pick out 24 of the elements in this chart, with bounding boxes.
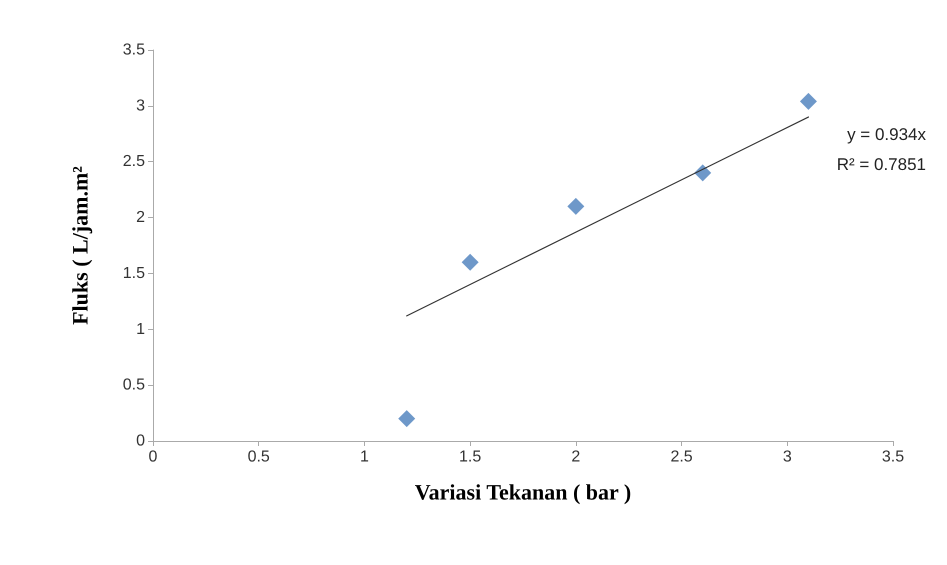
y-tick-label: 3.5 bbox=[122, 42, 146, 58]
x-tick-label: 3.5 bbox=[882, 448, 904, 466]
y-tick-label: 1 bbox=[136, 320, 146, 338]
point bbox=[398, 410, 416, 428]
annotation: y = 0.934x bbox=[847, 125, 926, 144]
x-tick-label: 0.5 bbox=[248, 448, 270, 466]
x-tick-label: 3 bbox=[782, 448, 792, 466]
point bbox=[800, 92, 817, 110]
point bbox=[567, 198, 584, 215]
y-tick-label: 2.5 bbox=[122, 153, 146, 170]
x-tick-label: 0 bbox=[148, 448, 158, 466]
x-axis-title: Variasi Tekanan ( bar ) bbox=[414, 480, 632, 504]
x-tick-label: 2.5 bbox=[670, 448, 693, 466]
y-tick-label: 2 bbox=[136, 209, 146, 226]
point bbox=[462, 254, 479, 271]
y-tick-label: 3 bbox=[136, 97, 146, 114]
x-tick-label: 2 bbox=[571, 448, 580, 466]
x-tick-label: 1.5 bbox=[459, 448, 482, 466]
y-axis-title: Fluks ( L/jam.m² bbox=[68, 166, 92, 325]
x-tick-label: 1 bbox=[360, 448, 369, 466]
annotation: R² = 0.7851 bbox=[836, 155, 926, 174]
y-tick-label: 0 bbox=[136, 432, 146, 450]
y-tick-label: 1.5 bbox=[122, 264, 146, 282]
y-tick-label: 0.5 bbox=[122, 376, 146, 394]
